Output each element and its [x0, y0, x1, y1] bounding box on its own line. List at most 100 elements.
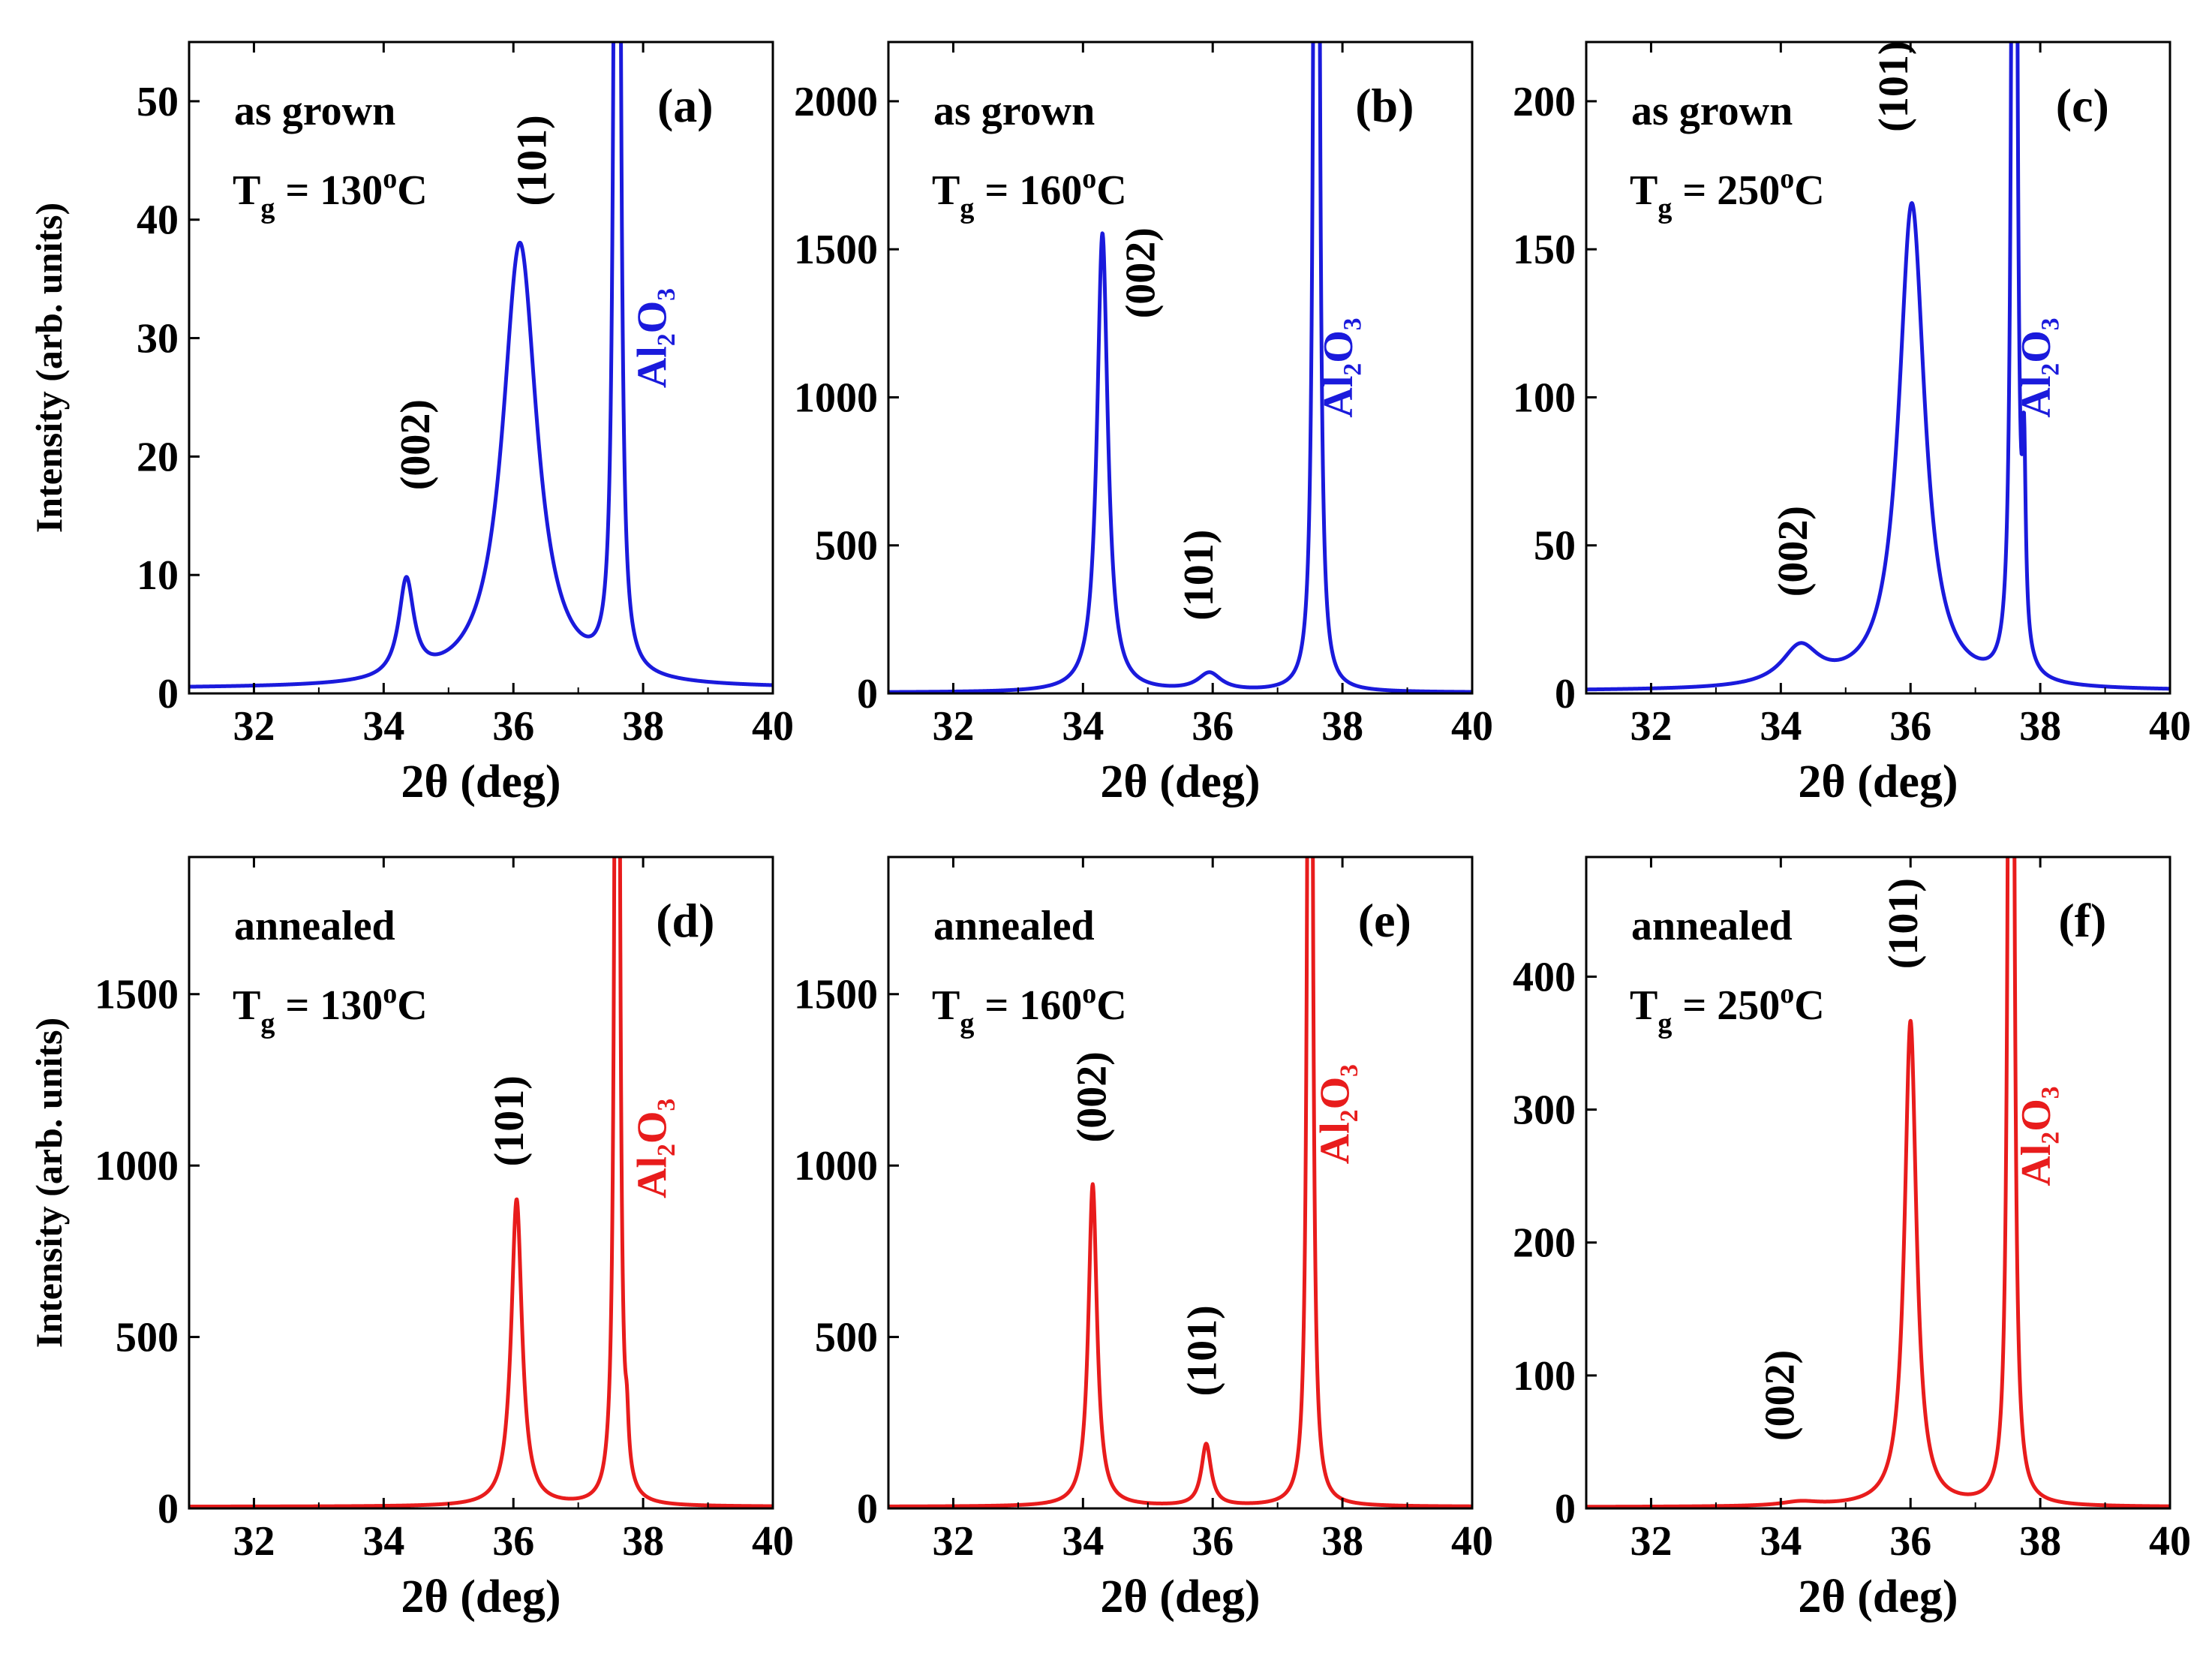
series-line-a	[189, 42, 773, 689]
growth-temperature-label: Tg = 160oC	[932, 163, 1127, 224]
x-tick-label: 36	[1192, 1518, 1234, 1565]
plot-frame	[1585, 856, 2171, 1510]
panel-a: 32 34 36 38 40 0 10 20 30 40 50 2θ (deg) Intensity (…	[28, 41, 794, 807]
peak-label: (101)	[1180, 1305, 1226, 1396]
y-tick-label: 400	[1513, 954, 1576, 1000]
substrate-peak-label: Al₂O₃	[629, 288, 675, 388]
y-tick-label: 0	[158, 671, 179, 717]
y-tick-label: 1500	[95, 972, 179, 1018]
condition-label: as grown	[234, 88, 395, 134]
x-axis-title: 2θ (deg)	[1798, 756, 1958, 807]
condition-label: annealed	[234, 903, 395, 949]
substrate-peak-label: Al₂O₃	[2013, 317, 2060, 417]
y-tick-label: 1000	[794, 1143, 878, 1189]
growth-temperature-label: Tg = 160oC	[932, 978, 1127, 1039]
peak-label: (101)	[1871, 41, 1917, 132]
x-tick-label: 34	[362, 1518, 404, 1565]
y-axis-title: Intensity (arb. units)	[28, 203, 70, 533]
y-tick-label: 100	[1513, 374, 1576, 421]
y-tick-label: 500	[815, 1315, 878, 1361]
peak-label: (101)	[486, 1075, 533, 1166]
y-tick-label: 0	[1555, 1486, 1576, 1532]
y-tick-label: 2000	[794, 79, 878, 125]
y-tick-label: 300	[1513, 1087, 1576, 1134]
condition-label: as grown	[1631, 88, 1793, 134]
x-tick-label: 40	[752, 703, 794, 750]
peak-label: (002)	[1757, 1350, 1804, 1441]
x-axis-title: 2θ (deg)	[401, 756, 561, 807]
x-tick-label: 34	[1760, 703, 1802, 750]
panel-label: (e)	[1358, 894, 1411, 947]
condition-label: annealed	[1631, 903, 1793, 949]
x-tick-label: 32	[1630, 1518, 1672, 1565]
x-tick-label: 34	[1062, 703, 1104, 750]
peak-label: (002)	[1069, 1051, 1116, 1142]
substrate-peak-label: Al₂O₃	[2013, 1086, 2060, 1186]
x-tick-label: 40	[2149, 1518, 2191, 1565]
panel-label: (d)	[656, 894, 714, 947]
x-tick-label: 34	[1760, 1518, 1802, 1565]
x-tick-label: 38	[1321, 703, 1363, 750]
x-tick-label: 40	[752, 1518, 794, 1565]
x-tick-label: 36	[492, 1518, 534, 1565]
plot-frame	[887, 856, 1474, 1510]
panel-label: (c)	[2056, 79, 2109, 132]
x-tick-label: 38	[622, 1518, 664, 1565]
panel-label: (b)	[1355, 79, 1414, 132]
peak-label: (101)	[1176, 530, 1222, 621]
series-line-c	[1586, 42, 2170, 692]
y-tick-label: 150	[1513, 227, 1576, 273]
x-axis-title: 2θ (deg)	[1798, 1571, 1958, 1622]
growth-temperature-label: Tg = 130oC	[233, 978, 428, 1039]
x-tick-label: 38	[1321, 1518, 1363, 1565]
x-tick-label: 40	[1451, 703, 1493, 750]
y-tick-label: 1000	[794, 374, 878, 421]
peak-label: (002)	[1117, 227, 1164, 318]
x-tick-label: 34	[362, 703, 404, 750]
x-tick-label: 32	[233, 1518, 275, 1565]
x-axis-title: 2θ (deg)	[401, 1571, 561, 1622]
y-tick-label: 1000	[95, 1143, 179, 1189]
y-tick-label: 30	[137, 316, 179, 362]
y-tick-label: 200	[1513, 1220, 1576, 1267]
plot-frame	[1585, 41, 2171, 695]
panel-b: 32 34 36 38 40 0 500 1000 1500 2000 2θ (deg) as gro…	[794, 41, 1493, 807]
y-tick-label: 500	[116, 1315, 179, 1361]
substrate-peak-label: Al₂O₃	[1312, 1064, 1359, 1164]
x-tick-label: 32	[932, 703, 974, 750]
y-tick-label: 0	[158, 1486, 179, 1532]
panel-label: (f)	[2058, 894, 2106, 947]
x-tick-label: 34	[1062, 1518, 1104, 1565]
series-line-d	[189, 857, 773, 1508]
x-axis-title: 2θ (deg)	[1100, 756, 1260, 807]
x-tick-label: 38	[622, 703, 664, 750]
growth-temperature-label: Tg = 250oC	[1630, 163, 1825, 224]
x-tick-label: 40	[1451, 1518, 1493, 1565]
series-line-f	[1586, 857, 2170, 1508]
x-tick-label: 38	[2019, 1518, 2061, 1565]
y-tick-label: 500	[815, 523, 878, 570]
series-line-e	[888, 857, 1472, 1508]
plot-frame	[188, 41, 774, 695]
growth-temperature-label: Tg = 250oC	[1630, 978, 1825, 1039]
panel-label: (a)	[657, 79, 714, 132]
y-tick-label: 1500	[794, 227, 878, 273]
peak-label: (101)	[1880, 878, 1927, 969]
condition-label: as grown	[933, 88, 1095, 134]
panel-d: 32 34 36 38 40 0 500 1000 1500 2θ (deg) Intensity …	[28, 856, 794, 1622]
x-tick-label: 32	[233, 703, 275, 750]
x-tick-label: 40	[2149, 703, 2191, 750]
plot-frame	[887, 41, 1474, 695]
x-tick-label: 36	[492, 703, 534, 750]
peak-label: (002)	[1770, 506, 1817, 597]
x-tick-label: 36	[1192, 703, 1234, 750]
y-tick-label: 100	[1513, 1353, 1576, 1400]
y-tick-label: 40	[137, 197, 179, 244]
y-tick-label: 50	[1534, 523, 1576, 570]
y-tick-label: 50	[137, 79, 179, 125]
y-tick-label: 0	[857, 1486, 878, 1532]
x-tick-label: 32	[1630, 703, 1672, 750]
x-tick-label: 32	[932, 1518, 974, 1565]
